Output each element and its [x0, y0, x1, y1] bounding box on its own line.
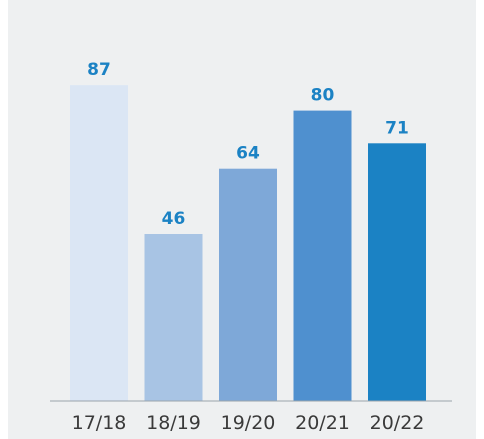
value-label-1: 46 [162, 209, 186, 229]
bar-1 [144, 234, 203, 401]
x-tick-label-1: 18/19 [146, 412, 201, 434]
x-tick-label-4: 20/22 [370, 412, 425, 434]
value-labels-group: 87 46 64 80 71 [87, 60, 409, 229]
value-label-3: 80 [311, 86, 335, 106]
x-tick-labels-group: 17/18 18/19 19/20 20/21 20/22 [72, 412, 425, 434]
value-label-2: 64 [236, 144, 260, 164]
x-tick-label-3: 20/21 [295, 412, 350, 434]
x-tick-label-0: 17/18 [72, 412, 127, 434]
bar-0 [70, 85, 128, 401]
bar-4 [368, 143, 426, 402]
bars-group [70, 85, 426, 402]
value-label-0: 87 [87, 60, 111, 80]
x-tick-label-2: 19/20 [221, 412, 276, 434]
bar-3 [293, 110, 352, 401]
value-label-4: 71 [385, 118, 409, 138]
bar-2 [219, 168, 277, 401]
